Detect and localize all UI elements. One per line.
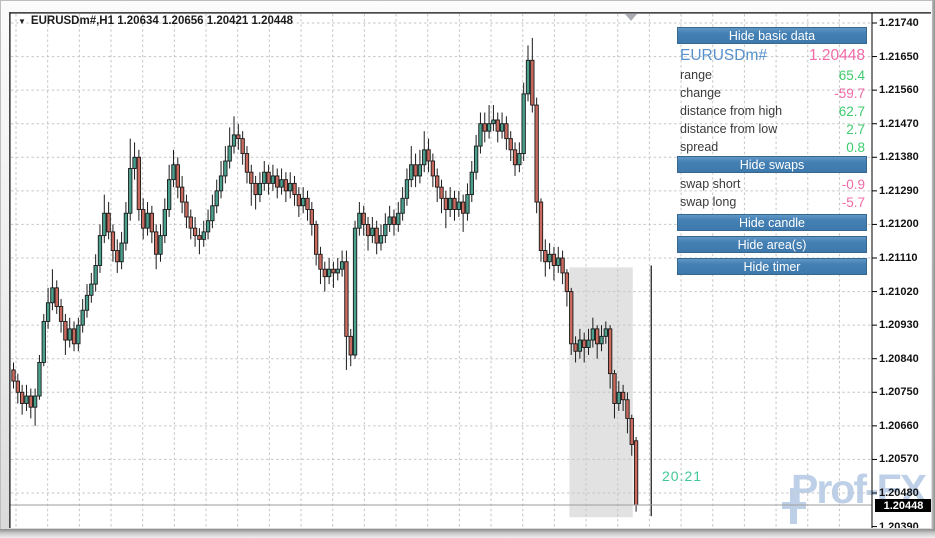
spread-label: spread	[680, 140, 719, 154]
price-tick-label: 1.20390	[879, 520, 919, 528]
distance-from-high-label: distance from high	[680, 104, 783, 118]
swap-long-row: swap long -5.7	[677, 193, 867, 211]
spread-row: spread 0.8	[677, 138, 867, 156]
price-tick-label: 1.21110	[879, 252, 918, 264]
window-frame-bottom	[0, 529, 935, 538]
price-tick-label: 1.21380	[879, 151, 919, 164]
swap-short-row: swap short -0.9	[677, 175, 867, 193]
chart-shift-marker-icon[interactable]	[625, 14, 637, 21]
swap-long-value: -5.7	[841, 194, 865, 210]
swap-short-label: swap short	[680, 177, 741, 191]
price-tick-label: 1.21020	[879, 285, 919, 298]
highlight-area	[569, 267, 633, 518]
change-label: change	[680, 86, 722, 100]
range-value: 65.4	[838, 67, 865, 83]
price-tick-label: 1.21650	[879, 50, 919, 63]
change-row: change -59.7	[677, 84, 867, 102]
price-tick-label: 1.21290	[879, 184, 919, 197]
distance-from-low-label: distance from low	[680, 122, 778, 136]
distance-from-low-row: distance from low 2.7	[677, 120, 867, 138]
price-tick-label: 1.21470	[879, 117, 919, 130]
symbol-name: EURUSDm#	[680, 47, 767, 64]
chart-title-text: EURUSDm#,H1 1.20634 1.20656 1.20421 1.20…	[30, 15, 294, 27]
swap-long-label: swap long	[680, 195, 737, 209]
range-label: range	[680, 68, 712, 82]
chart-title[interactable]: ▼ EURUSDm#,H1 1.20634 1.20656 1.20421 1.…	[18, 15, 293, 27]
price-tick-label: 1.21740	[879, 17, 919, 29]
dropdown-arrow-icon[interactable]: ▼	[18, 16, 26, 26]
swap-short-value: -0.9	[841, 176, 865, 192]
price-tick-label: 1.20480	[879, 487, 919, 499]
candles-layer	[11, 37, 639, 512]
change-value: -59.7	[834, 85, 865, 101]
watermark-candle-icon	[782, 488, 806, 524]
candle-timer: 20:21	[662, 468, 703, 484]
spread-value: 0.8	[846, 139, 865, 155]
price-axis[interactable]: 1.21740 1.21650 1.21560 1.21470 1.21380 1.212…	[874, 13, 931, 528]
price-tick-label: 1.21560	[879, 84, 919, 97]
current-price-value: 1.20448	[883, 499, 924, 512]
symbol-row: EURUSDm# 1.20448	[677, 46, 867, 66]
chart-area[interactable]: Prof-FX ▼ EURUSDm#,H1 1.20634 1.20656 1.…	[9, 12, 931, 528]
current-price-box: 1.20448	[875, 499, 931, 512]
hide-swaps-button[interactable]: Hide swaps	[677, 156, 867, 173]
window-frame-right	[932, 0, 935, 538]
price-tick-label: 1.20930	[879, 319, 919, 332]
price-tick-label: 1.20840	[879, 352, 919, 365]
distance-from-low-value: 2.7	[846, 121, 865, 137]
price-tick-label: 1.20750	[879, 386, 919, 399]
hide-candle-button[interactable]: Hide candle	[677, 214, 867, 231]
range-row: range 65.4	[677, 66, 867, 84]
hide-areas-button[interactable]: Hide area(s)	[677, 236, 867, 253]
distance-from-high-row: distance from high 62.7	[677, 102, 867, 120]
indicator-panel: Hide basic data EURUSDm# 1.20448 range 6…	[677, 27, 867, 277]
hide-timer-button[interactable]: Hide timer	[677, 258, 867, 275]
price-tick-label: 1.20570	[879, 453, 919, 466]
distance-from-high-value: 62.7	[838, 103, 865, 119]
price-tick-label: 1.21200	[879, 218, 919, 231]
price-tick-label: 1.20660	[879, 419, 919, 432]
symbol-price: 1.20448	[808, 47, 865, 64]
hide-basic-data-button[interactable]: Hide basic data	[677, 27, 867, 44]
